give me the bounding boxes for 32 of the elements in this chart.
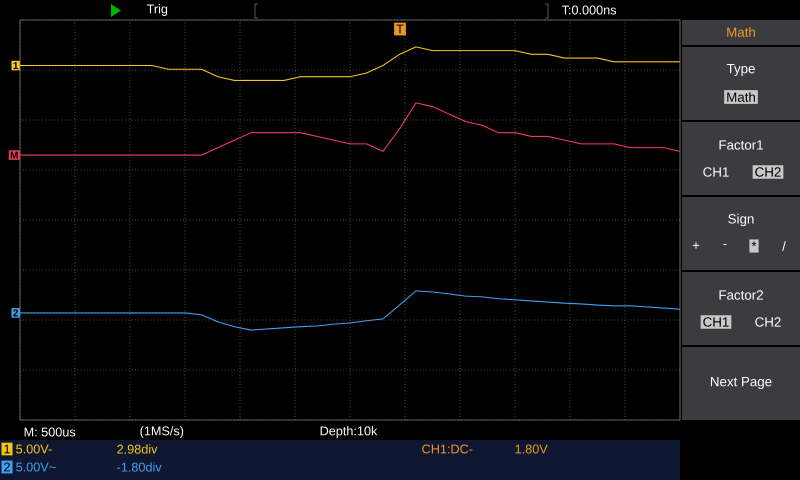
text: Depth:10k (320, 426, 378, 438)
text: T:0.000ns (562, 6, 616, 14)
series-label: 2 (13, 309, 18, 316)
text: 5.00V- (16, 444, 52, 454)
text: 2.98div (117, 444, 158, 454)
text: Type (726, 64, 755, 76)
series-label: M (10, 152, 18, 159)
text: CH1 (703, 317, 729, 327)
text: -1.80div (117, 462, 162, 472)
text: CH1:DC- (422, 444, 472, 454)
text: M: 500us (24, 428, 76, 436)
text: Trig (146, 4, 168, 16)
text: Math (727, 92, 755, 102)
text: 1.80V (516, 444, 548, 454)
text: / (782, 241, 786, 251)
text: * (752, 241, 756, 246)
text: CH1 (703, 167, 729, 177)
text: 2 (4, 462, 10, 472)
text: 5.00V~ (16, 462, 56, 472)
text: Next Page (710, 377, 772, 389)
text: CH2 (755, 167, 781, 177)
text: Factor2 (719, 290, 763, 300)
text: Factor1 (719, 140, 763, 150)
text: CH2 (755, 317, 781, 327)
text: 1 (4, 444, 10, 454)
text: Math (727, 27, 755, 37)
text: + (692, 242, 700, 249)
series-label: 1 (13, 62, 18, 69)
text: - (723, 244, 727, 245)
text: T (396, 24, 404, 34)
text: Sign (728, 214, 754, 226)
text: (1MS/s) (140, 426, 184, 438)
